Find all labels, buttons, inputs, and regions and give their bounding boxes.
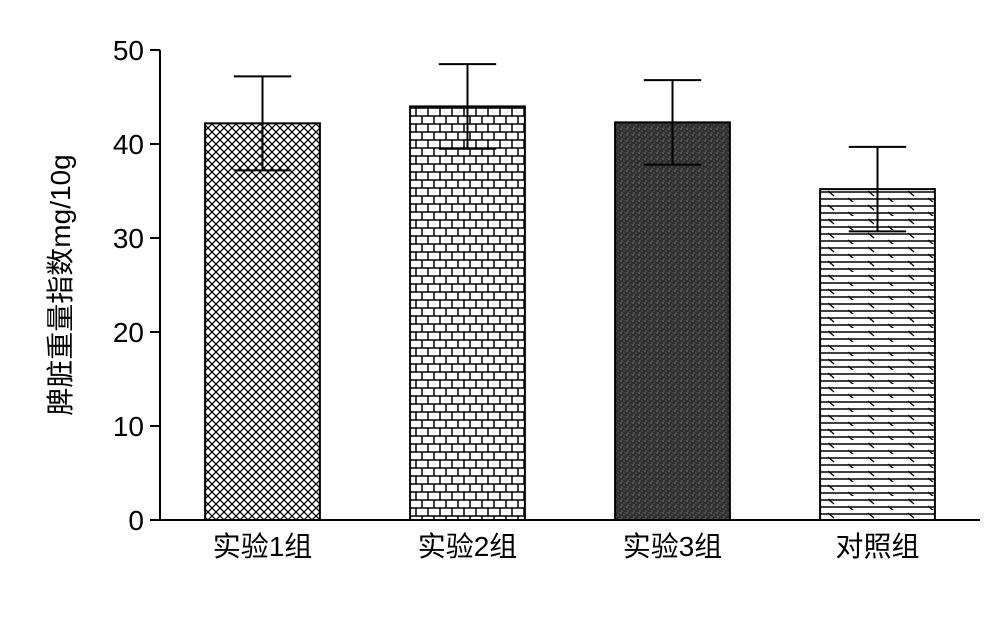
y-tick-label: 30 <box>113 223 144 254</box>
y-tick-label: 10 <box>113 411 144 442</box>
y-tick-label: 20 <box>113 317 144 348</box>
x-category-label: 对照组 <box>835 531 919 562</box>
bar <box>615 122 730 520</box>
x-category-label: 实验1组 <box>213 531 313 562</box>
y-tick-label: 40 <box>113 129 144 160</box>
x-category-label: 实验2组 <box>418 531 518 562</box>
bar-chart: 实验1组 实验2组 实验3组 对照组 0 10 20 30 40 50 脾脏重量指数mg/10g <box>20 20 1000 597</box>
x-category-label: 实验3组 <box>623 531 723 562</box>
bar <box>205 123 320 520</box>
y-tick-label: 0 <box>128 505 144 536</box>
bar <box>820 189 935 520</box>
chart-container: 实验1组 实验2组 实验3组 对照组 0 10 20 30 40 50 脾脏重量指数mg/10g <box>20 20 1000 597</box>
bar <box>410 106 525 520</box>
y-axis-label: 脾脏重量指数mg/10g <box>45 154 76 415</box>
y-tick-label: 50 <box>113 35 144 66</box>
